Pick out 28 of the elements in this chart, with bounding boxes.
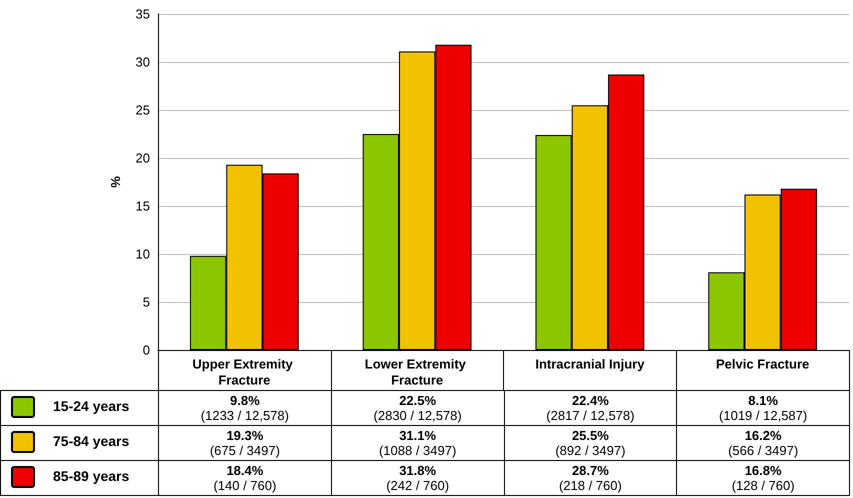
data-label: 31.1% (1088 / 3497) <box>332 428 504 458</box>
y-tick-label: 30 <box>136 54 150 70</box>
data-label: 22.4% (2817 / 12,578) <box>504 393 676 423</box>
x-tick-label: Intracranial Injury <box>535 356 646 372</box>
legend-label: 75-84 years <box>53 433 130 449</box>
data-label: 31.8% (242 / 760) <box>332 463 504 493</box>
y-tick-label: 20 <box>136 150 150 166</box>
data-label: 25.5% (892 / 3497) <box>504 428 676 458</box>
x-tick-label: Pelvic Fracture <box>716 356 810 372</box>
data-label: 19.3% (675 / 3497) <box>159 428 331 458</box>
y-tick-label: 5 <box>142 294 150 310</box>
data-label: 9.8% (1233 / 12,578) <box>159 393 331 423</box>
y-tick-label: 15 <box>136 198 150 214</box>
legend-label: 85-89 years <box>53 468 130 484</box>
y-tick-label: 0 <box>142 342 150 358</box>
x-tick-label: Upper Extremity Fracture <box>192 356 296 388</box>
y-axis-title: % <box>108 176 123 188</box>
data-label: 22.5% (2830 / 12,578) <box>332 393 504 423</box>
data-label: 28.7% (218 / 760) <box>504 463 676 493</box>
data-label: 18.4% (140 / 760) <box>159 463 331 493</box>
y-tick-label: 10 <box>136 246 150 262</box>
data-label: 8.1% (1019 / 12,587) <box>677 393 849 423</box>
x-tick-label: Lower Extremity Fracture <box>364 356 470 388</box>
legend-label: 15-24 years <box>53 398 130 414</box>
y-tick-label: 35 <box>136 6 150 22</box>
y-tick-label: 25 <box>136 102 150 118</box>
data-label: 16.2% (566 / 3497) <box>677 428 849 458</box>
data-label: 16.8% (128 / 760) <box>677 463 849 493</box>
